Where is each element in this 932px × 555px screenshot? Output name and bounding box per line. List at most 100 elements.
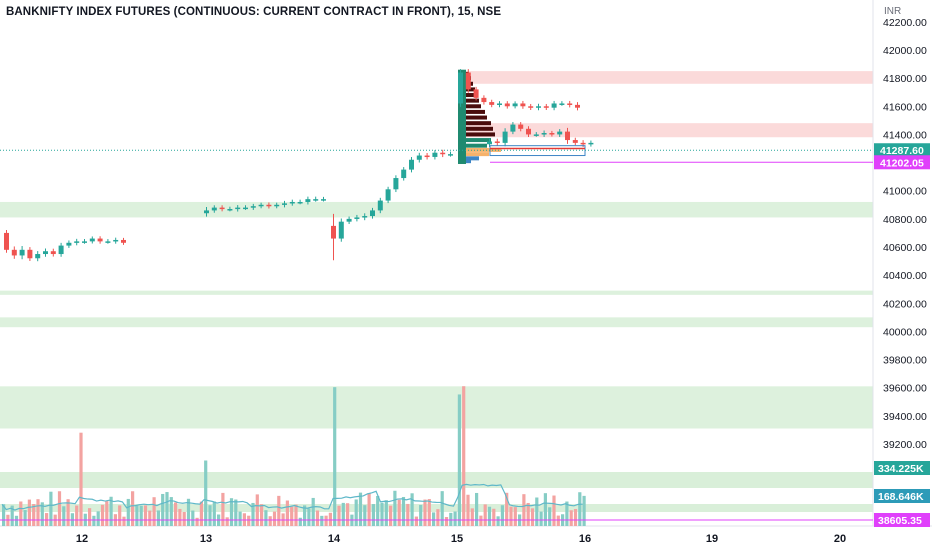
volume-bar [389,505,393,526]
x-tick-label: 19 [706,533,718,545]
volume-profile-bar [461,143,487,148]
candle-body [559,103,565,105]
candle-body [219,207,225,210]
candle-body [35,254,41,259]
volume-bar [234,499,238,526]
volume-bar [126,498,130,526]
candle-body [274,204,280,207]
volume-bar [444,517,449,526]
volume-bar [27,499,31,526]
volume-bar [337,505,341,526]
candle-body [82,241,87,243]
candle-body [557,131,563,135]
volume-bar [251,502,255,526]
candle-body [338,221,344,239]
y-tick-label: 39400.00 [883,411,927,423]
candle-body [481,97,487,103]
volume-bar [96,511,100,526]
candle-body [510,124,516,132]
candle-body [370,210,375,217]
candle-body [528,106,534,108]
volume-bar [466,494,470,526]
zone-green [0,201,873,218]
volume-profile-bar [461,138,491,143]
volume-bar [470,508,474,526]
volume-bar [100,504,105,526]
volume-bar [148,510,152,526]
volume-bar [191,510,195,526]
volume-bar [492,508,496,526]
volume-bar [88,508,92,526]
volume-badge [874,461,930,475]
volume-profile-bar [461,109,485,114]
volume-bar [556,515,560,526]
volume-bar [186,498,191,526]
zone-green [0,317,873,328]
candle-body [331,225,336,239]
candle-body [448,154,453,156]
x-tick-label: 15 [451,533,463,545]
y-tick-label: 41800.00 [883,73,927,85]
volume-bar [500,505,504,526]
candle-body [393,178,399,190]
candle-body [440,152,446,155]
candle-body [575,104,580,108]
volume-bar [475,492,479,526]
volume-bar [578,492,582,526]
candle-body [458,72,463,104]
volume-bar [582,495,586,526]
volume-bar [32,504,36,526]
candle-body [4,232,9,250]
y-tick-label: 40400.00 [883,270,927,282]
candle-body [105,241,111,243]
volume-bar [487,506,492,526]
volume-profile-bar [461,156,479,161]
zone-green [0,386,873,429]
y-tick-label: 39600.00 [883,383,927,395]
volume-bar [496,516,500,526]
volume-bar [2,504,6,526]
volume-bar [513,507,517,526]
candle-body [520,103,526,107]
volume-bar [479,515,483,526]
volume-bar [156,510,160,526]
volume-bar [238,511,242,526]
volume-bar [522,494,526,526]
candle-body [494,141,500,143]
candle-body [565,131,570,141]
candle-body [401,169,407,179]
volume-bar [247,515,251,526]
volume-bar [298,517,302,526]
volume-bar [135,505,139,526]
candle-body [518,124,524,129]
candle-body [362,216,368,218]
volume-bar [174,502,178,526]
candle-body [250,206,256,208]
candle-body [305,199,311,202]
candle-body [58,245,64,255]
volume-zone [0,472,873,488]
candle-body [473,89,479,98]
x-tick-label: 12 [76,533,88,545]
volume-bar [393,490,397,526]
volume-bar [526,502,530,526]
volume-profile-bar [461,93,477,98]
candle-body [512,103,518,107]
volume-bar [320,515,324,526]
volume-bar [341,502,345,526]
volume-bar [423,499,427,526]
candle-body [416,155,422,160]
candle-body [536,106,541,108]
volume-bar [535,497,539,526]
volume-bar [363,505,367,526]
volume-bar [419,504,423,526]
candle-body [541,133,547,135]
volume-bar [315,510,320,526]
volume-bar [406,503,410,526]
x-tick-label: 13 [200,533,212,545]
volume-bar [449,512,453,526]
candle-body [551,103,557,108]
volume-bar [505,492,509,526]
